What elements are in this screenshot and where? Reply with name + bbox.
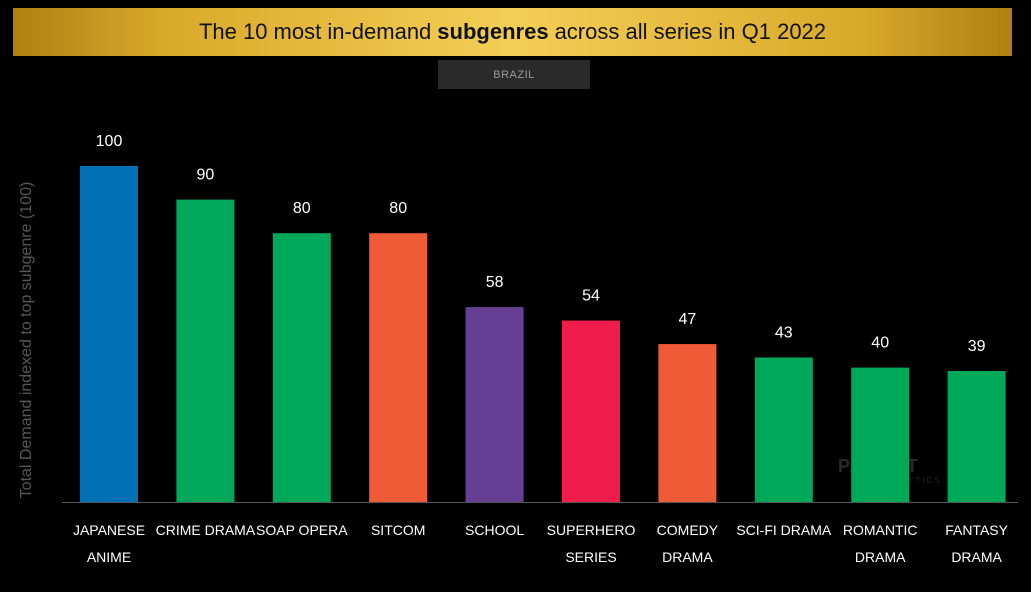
bar[interactable] bbox=[465, 307, 524, 502]
data-label: 58 bbox=[486, 274, 504, 291]
title-post: across all series in Q1 2022 bbox=[554, 19, 827, 44]
category-label: DRAMA bbox=[951, 549, 1002, 565]
category-label: ANIME bbox=[87, 549, 131, 565]
data-label: 40 bbox=[871, 335, 889, 352]
category-label: FANTASY bbox=[945, 522, 1008, 538]
data-label: 47 bbox=[679, 311, 697, 328]
category-label: SITCOM bbox=[371, 522, 425, 538]
category-label: DRAMA bbox=[855, 549, 906, 565]
category-label: COMEDY bbox=[657, 522, 719, 538]
category-label: SERIES bbox=[565, 549, 616, 565]
category-label: CRIME DRAMA bbox=[156, 522, 256, 538]
bar[interactable] bbox=[754, 357, 813, 502]
category-label: SCHOOL bbox=[465, 522, 524, 538]
bar[interactable] bbox=[80, 166, 138, 502]
bar[interactable] bbox=[369, 233, 428, 502]
category-label: SOAP OPERA bbox=[256, 522, 348, 538]
data-label: 39 bbox=[968, 338, 986, 355]
category-label: SCI-FI DRAMA bbox=[736, 522, 832, 538]
data-label: 54 bbox=[582, 288, 600, 305]
category-label: SUPERHERO bbox=[547, 522, 636, 538]
bar[interactable] bbox=[658, 344, 717, 502]
category-label: JAPANESE bbox=[73, 522, 145, 538]
title-bold: subgenres bbox=[437, 19, 549, 44]
data-label: 80 bbox=[293, 200, 311, 217]
parrot-logo-sub: ANALYTICS bbox=[880, 476, 942, 485]
bar[interactable] bbox=[947, 370, 1006, 502]
bar[interactable] bbox=[272, 233, 331, 502]
bar[interactable] bbox=[562, 320, 620, 502]
country-filter[interactable]: BRAZIL bbox=[438, 60, 590, 89]
data-label: 80 bbox=[389, 200, 407, 217]
data-label: 90 bbox=[197, 167, 215, 184]
category-label: ROMANTIC bbox=[843, 522, 918, 538]
title-pre: The 10 most in-demand bbox=[198, 19, 432, 44]
data-label: 100 bbox=[96, 133, 123, 150]
data-label: 43 bbox=[775, 325, 793, 342]
category-label: DRAMA bbox=[662, 549, 713, 565]
bar[interactable] bbox=[851, 367, 910, 502]
chart-title: The 10 most in-demand subgenres across a… bbox=[13, 8, 1012, 56]
bar[interactable] bbox=[176, 199, 235, 502]
